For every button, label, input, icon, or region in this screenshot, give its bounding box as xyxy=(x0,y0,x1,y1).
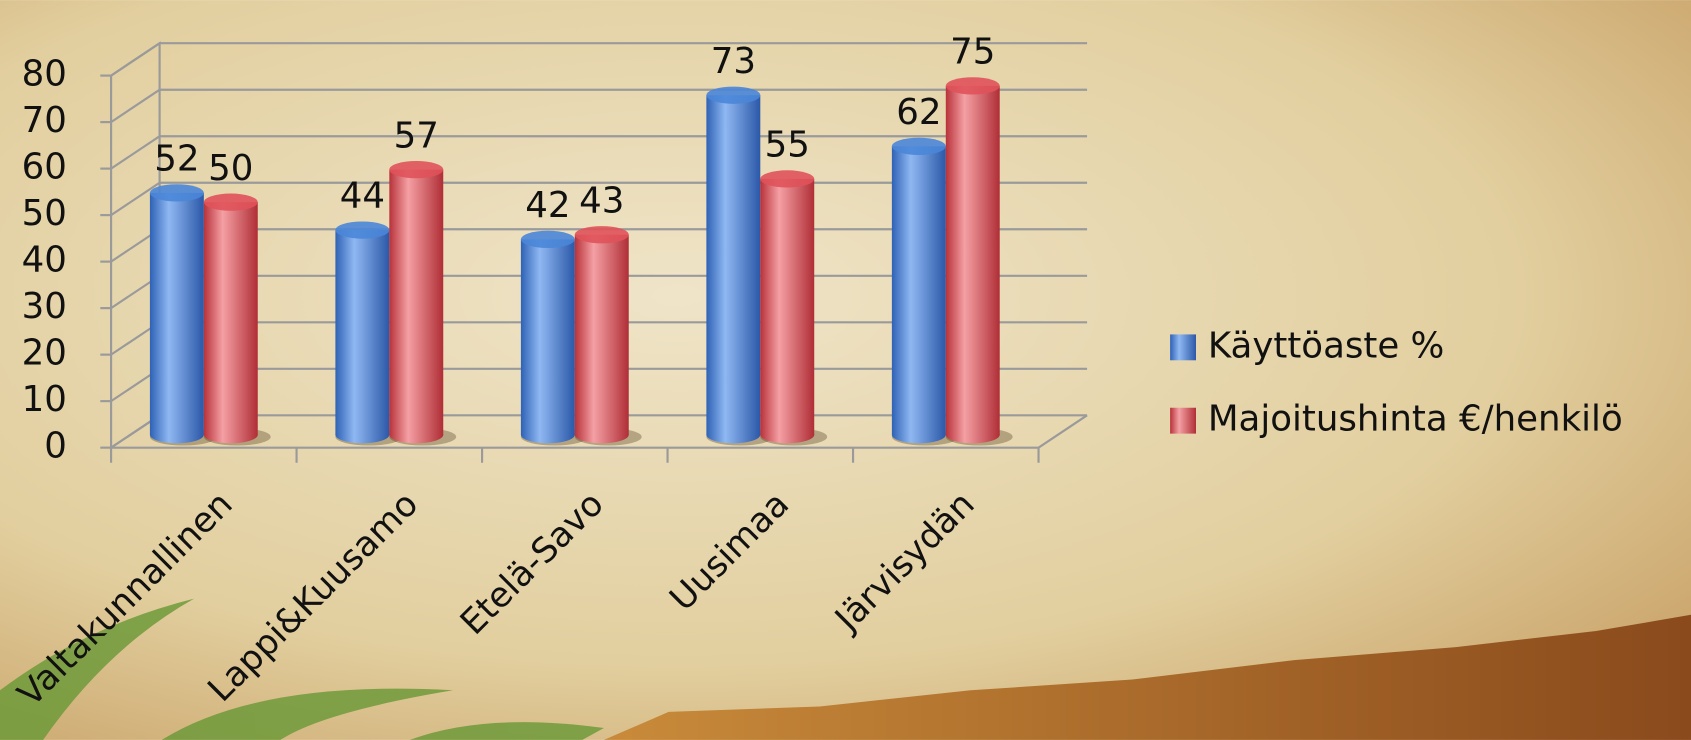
y-tick-label: 10 xyxy=(22,379,67,420)
y-tick-label: 50 xyxy=(22,193,67,234)
value-label: 50 xyxy=(208,148,253,189)
bar xyxy=(575,235,629,435)
value-label: 43 xyxy=(579,180,624,221)
bar-cap xyxy=(575,226,629,243)
bar-bottom xyxy=(892,426,946,443)
page: {"chart_data": {"type": "bar3d", "catego… xyxy=(0,0,1691,740)
bar xyxy=(204,202,258,435)
bar xyxy=(892,146,946,434)
value-label: 62 xyxy=(896,92,941,133)
y-tick-label: 80 xyxy=(22,54,67,95)
bar xyxy=(521,239,575,434)
bar-bottom xyxy=(204,426,258,443)
value-label: 75 xyxy=(950,32,995,73)
value-label: 52 xyxy=(154,139,199,180)
value-label: 55 xyxy=(765,125,810,166)
bar-bottom xyxy=(760,426,814,443)
bar-bottom xyxy=(521,426,575,443)
bar-bottom xyxy=(575,426,629,443)
bar-cap xyxy=(150,184,204,201)
value-label: 42 xyxy=(525,185,570,226)
legend-swatch xyxy=(1170,408,1196,434)
bar-bottom xyxy=(389,426,443,443)
value-label: 57 xyxy=(394,115,439,156)
y-tick-label: 30 xyxy=(22,286,67,327)
bar-cap xyxy=(946,77,1000,94)
bar-cap xyxy=(892,138,946,155)
y-tick-label: 40 xyxy=(22,240,67,281)
bar-bottom xyxy=(335,426,389,443)
bar xyxy=(389,170,443,435)
bar-cap xyxy=(760,170,814,187)
chart: 01020304050607080Valtakunnallinen5250Lap… xyxy=(0,0,1691,740)
value-label: 73 xyxy=(711,41,756,82)
y-tick-label: 0 xyxy=(44,426,67,467)
bar-bottom xyxy=(946,426,1000,443)
bar-cap xyxy=(389,161,443,178)
bar-cap xyxy=(204,194,258,211)
bar xyxy=(335,230,389,435)
bar xyxy=(760,179,814,435)
bar-cap xyxy=(521,231,575,248)
bar xyxy=(150,193,204,435)
bar-cap xyxy=(706,87,760,104)
legend-label: Majoitushinta €/henkilö xyxy=(1208,399,1623,440)
bar-cap xyxy=(335,221,389,238)
legend-label: Käyttöaste % xyxy=(1208,325,1445,366)
y-tick-label: 70 xyxy=(22,100,67,141)
y-tick-label: 20 xyxy=(22,333,67,374)
bar xyxy=(706,95,760,435)
value-label: 44 xyxy=(340,176,385,217)
y-tick-label: 60 xyxy=(22,147,67,188)
bar xyxy=(946,86,1000,435)
legend-swatch xyxy=(1170,334,1196,360)
bar-bottom xyxy=(150,426,204,443)
bar-bottom xyxy=(706,426,760,443)
